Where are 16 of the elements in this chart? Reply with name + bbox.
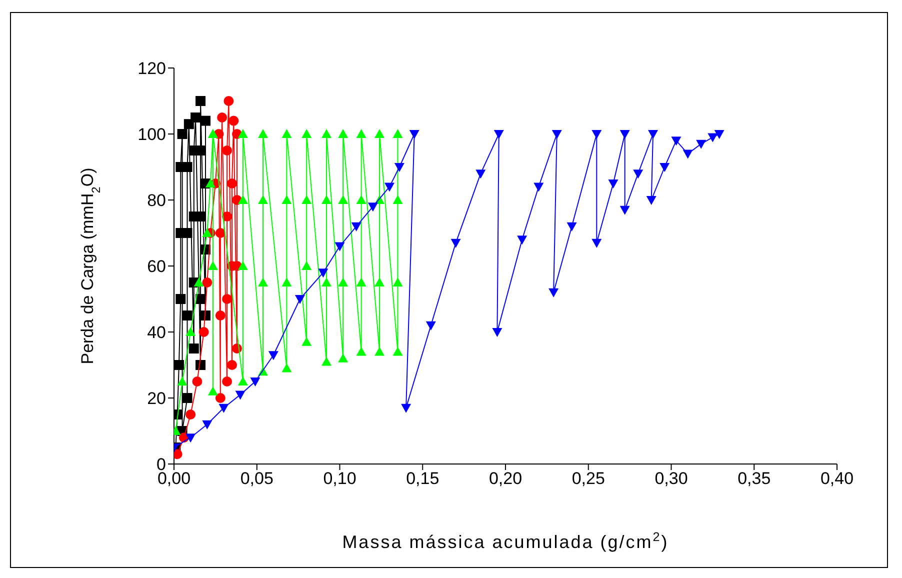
x-tick-label: 0,30	[654, 469, 688, 488]
x-tick-label: 0,25	[572, 469, 605, 488]
x-tick-label: 0,15	[406, 469, 440, 488]
x-tick-label: 0,20	[488, 469, 522, 488]
x-tick-label: 0,00	[157, 469, 191, 488]
y-tick-label: 60	[147, 257, 166, 276]
x-axis-title: Massa mássica acumulada (g/cm$^{2}$)	[342, 530, 669, 552]
x-tick-label: 0,05	[240, 469, 274, 488]
y-tick-label: 80	[147, 191, 166, 210]
y-tick-label: 120	[138, 59, 166, 78]
y-tick-label: 20	[147, 389, 166, 408]
y-tick-label: 40	[147, 323, 166, 342]
y-tick-label: 100	[138, 125, 166, 144]
x-tick-label: 0,35	[738, 469, 771, 488]
x-tick-label: 0,40	[820, 469, 854, 488]
x-tick-label: 0,10	[323, 469, 356, 488]
